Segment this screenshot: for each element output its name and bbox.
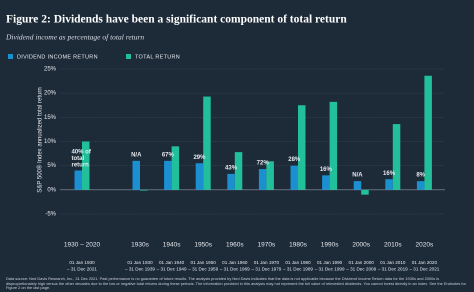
period-label: 01 Jan 1950– 31 Dec 1959 (188, 260, 218, 272)
share-label: 8% (416, 173, 425, 179)
x-tick-label: 1990s (321, 242, 339, 249)
x-tick-label: 2000s (352, 242, 370, 249)
period-label: 01 Jan 1940– 31 Dec 1949 (157, 260, 187, 272)
period-label: 01 Jan 1990– 31 Dec 1999 (315, 260, 345, 272)
share-label: 43% (225, 165, 238, 171)
y-tick-label: 20% (44, 91, 57, 97)
share-label: 16% (320, 167, 333, 173)
share-label: 28% (288, 157, 301, 163)
bar (416, 181, 425, 190)
bar (164, 160, 172, 190)
period-label: 01 Jan 1930– 31 Dec 1939 (125, 260, 155, 272)
bar (424, 75, 432, 190)
bar (298, 105, 306, 190)
share-label: N/A (131, 152, 142, 158)
bar (82, 141, 90, 190)
share-label: N/A (352, 173, 363, 179)
y-tick-label: 15% (44, 115, 57, 121)
bar (132, 160, 140, 190)
y-tick-label: 25% (44, 67, 57, 73)
bar (290, 165, 298, 190)
bar (195, 163, 204, 190)
y-axis-label: S&P 500® Index annualized total return (37, 87, 44, 192)
period-label: 01 Jan 2010– 31 Dec 2019 (378, 260, 408, 272)
y-tick-label: 5% (47, 163, 56, 169)
x-tick-label: 1930s (131, 242, 149, 249)
chart-subtitle: Dividend income as percentage of total r… (5, 33, 144, 42)
x-tick-label: 1980s (289, 242, 307, 249)
chart-title: Figure 2: Dividends have been a signific… (6, 14, 347, 26)
period-label: 01 Jan 2000– 31 Dec 2009 (346, 260, 376, 272)
share-label: 40% of total return (72, 149, 92, 168)
x-tick-label: 1960s (226, 242, 244, 249)
period-label: 01 Jan 1930– 31 Dec 2021 (67, 260, 97, 272)
bar (329, 101, 338, 190)
bar (203, 96, 211, 190)
bar (74, 170, 82, 190)
bar (234, 152, 243, 190)
bar (227, 173, 235, 190)
legend-swatch (126, 54, 131, 59)
bar (385, 179, 393, 190)
y-tick-label: -5% (45, 212, 56, 218)
period-label: 01 Jan 2020– 31 Dec 2021 (409, 260, 439, 272)
share-label: 29% (193, 155, 206, 161)
legend-swatch (8, 54, 13, 59)
period-label: 01 Jan 1970– 31 Dec 1979 (251, 260, 281, 272)
x-tick-label: 1970s (258, 242, 276, 249)
share-label: 72% (257, 161, 270, 167)
period-label: 01 Jan 1960– 31 Dec 1969 (220, 260, 250, 272)
y-tick-label: 10% (44, 139, 57, 145)
period-label: 01 Jan 1980– 31 Dec 1989 (283, 260, 313, 272)
legend-label: DIVIDEND INCOME RETURN (17, 54, 98, 60)
legend-label: TOTAL RETURN (135, 54, 180, 60)
bar (266, 161, 274, 190)
x-tick-label: 1930 – 2020 (64, 242, 101, 249)
bar (361, 189, 369, 195)
x-tick-label: 2020s (416, 242, 434, 249)
x-tick-label: 2010s (384, 242, 402, 249)
x-tick-label: 1940s (163, 242, 181, 249)
bar (322, 175, 330, 190)
bar (353, 181, 362, 190)
share-label: 67% (162, 152, 175, 158)
bar (140, 189, 148, 191)
x-tick-label: 1950s (194, 242, 212, 249)
y-tick-label: 0% (47, 187, 56, 193)
share-label: 16% (383, 171, 396, 177)
bar (392, 124, 401, 190)
footnote: Data source: Ned Davis Research, Inc., 3… (6, 276, 466, 291)
bar (258, 169, 267, 190)
bar (171, 146, 180, 190)
